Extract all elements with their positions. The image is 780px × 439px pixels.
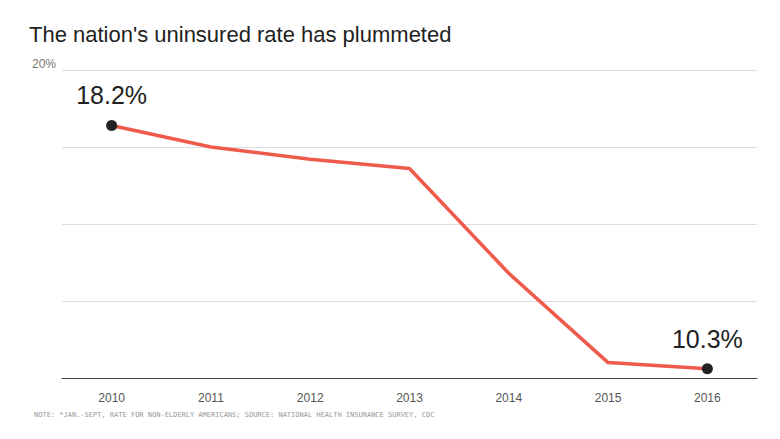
svg-text:20%: 20% [32,57,56,71]
svg-text:2013: 2013 [396,391,423,405]
svg-text:2015: 2015 [595,391,622,405]
svg-text:The nation's uninsured rate ha: The nation's uninsured rate has plummete… [29,22,451,47]
svg-text:18.2%: 18.2% [76,81,147,109]
svg-text:10.3%: 10.3% [672,325,743,353]
svg-text:2016: 2016 [694,391,721,405]
svg-text:2012: 2012 [297,391,324,405]
svg-text:2014: 2014 [495,391,522,405]
svg-text:NOTE: *JAN.-SEPT, RATE FOR NON: NOTE: *JAN.-SEPT, RATE FOR NON-ELDERLY A… [34,411,434,419]
svg-text:2011: 2011 [198,391,224,405]
svg-text:2010: 2010 [98,391,125,405]
